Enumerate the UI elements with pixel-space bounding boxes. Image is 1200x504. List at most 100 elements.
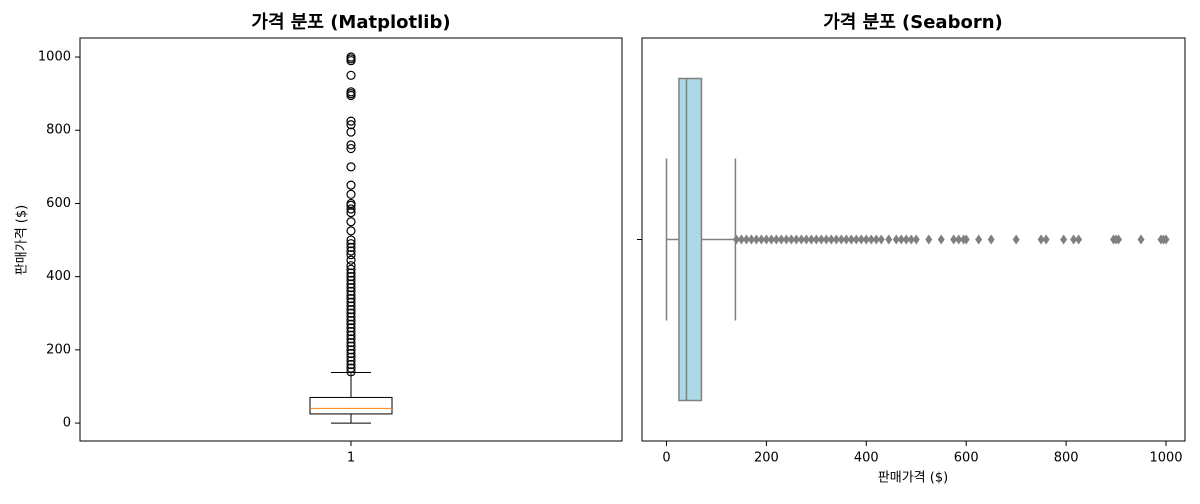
flier <box>1162 234 1170 245</box>
flier <box>346 116 356 126</box>
flier <box>807 234 815 245</box>
flier <box>892 234 900 245</box>
flier <box>782 234 790 245</box>
flier <box>346 363 356 373</box>
flier <box>955 234 963 245</box>
y-tick-label: 0 <box>63 416 71 431</box>
flier <box>897 234 905 245</box>
flier <box>346 367 356 377</box>
flier <box>346 198 356 209</box>
flier <box>852 234 860 245</box>
flier <box>877 234 885 245</box>
flier <box>346 290 356 300</box>
flier <box>752 234 760 245</box>
flier <box>1137 234 1145 245</box>
flier <box>346 308 356 318</box>
x-tick-label: 0 <box>662 451 670 466</box>
flier <box>346 304 356 315</box>
flier <box>346 297 356 307</box>
flier <box>837 234 845 245</box>
flier <box>832 234 840 245</box>
flier <box>346 250 356 260</box>
flier <box>346 140 356 150</box>
flier <box>346 330 356 340</box>
flier <box>742 234 750 245</box>
x-tick-label: 1000 <box>1149 451 1182 466</box>
flier <box>817 234 825 245</box>
flier <box>346 180 356 190</box>
flier <box>962 234 970 245</box>
flier <box>925 234 933 245</box>
flier <box>950 234 958 245</box>
flier <box>346 255 356 265</box>
flier <box>346 359 356 370</box>
flier <box>847 234 855 245</box>
flier <box>346 204 356 214</box>
flier <box>822 234 830 245</box>
flier <box>346 326 356 337</box>
y-tick-label: 600 <box>46 196 71 211</box>
flier <box>346 315 356 326</box>
y-tick-label: 1000 <box>38 50 71 65</box>
flier <box>346 275 356 285</box>
chart-title: 가격 분포 (Matplotlib) <box>251 12 450 33</box>
flier <box>937 234 945 245</box>
flier <box>792 234 800 245</box>
flier <box>346 294 356 304</box>
flier <box>346 337 356 348</box>
flier <box>757 234 765 245</box>
box <box>678 77 703 402</box>
flier <box>732 234 740 245</box>
flier <box>346 345 356 355</box>
flier <box>975 234 983 245</box>
flier <box>812 234 820 245</box>
y-axis-label: 판매가격 ($) <box>15 205 30 275</box>
flier <box>907 234 915 245</box>
flier <box>346 352 356 362</box>
flier <box>346 301 356 311</box>
x-axis-label: 판매가격 ($) <box>878 471 948 486</box>
flier <box>857 234 865 245</box>
flier <box>747 234 755 245</box>
flier <box>787 234 795 245</box>
flier <box>346 264 356 274</box>
flier <box>1060 234 1068 245</box>
flier <box>885 234 893 245</box>
flier <box>346 341 356 351</box>
flier <box>987 234 995 245</box>
flier <box>346 268 356 278</box>
flier <box>777 234 785 245</box>
flier <box>912 234 920 245</box>
flier <box>346 52 356 62</box>
flier <box>346 70 356 80</box>
flier <box>346 235 356 245</box>
flier <box>772 234 780 245</box>
flier <box>1115 234 1123 245</box>
flier <box>862 234 870 245</box>
flier <box>802 234 810 245</box>
flier <box>346 189 356 199</box>
flier <box>346 127 356 137</box>
flier <box>1075 234 1083 245</box>
y-tick-label: 400 <box>46 269 71 284</box>
flier <box>902 234 910 245</box>
flier <box>346 246 356 256</box>
flier <box>346 162 356 172</box>
flier <box>346 323 356 333</box>
flier <box>842 234 850 245</box>
flier <box>1070 234 1078 245</box>
flier <box>1037 234 1045 245</box>
flier <box>1012 234 1020 245</box>
flier <box>346 348 356 359</box>
x-tick-label: 400 <box>854 451 879 466</box>
flier <box>797 234 805 245</box>
flier <box>346 286 356 296</box>
flier <box>346 283 356 293</box>
flier <box>346 312 356 322</box>
y-tick-label: 800 <box>46 123 71 138</box>
flier <box>346 143 356 154</box>
flier <box>346 207 356 218</box>
flier <box>827 234 835 245</box>
flier <box>737 234 745 245</box>
